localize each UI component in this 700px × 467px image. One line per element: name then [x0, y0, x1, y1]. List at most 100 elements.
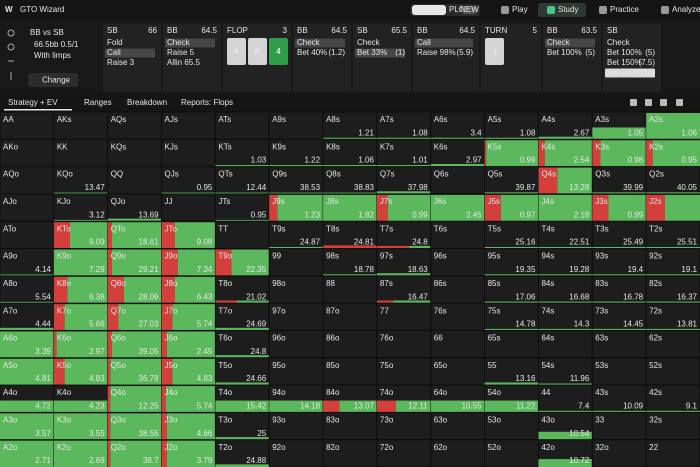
hand-cell[interactable]	[484, 302, 539, 331]
action-option[interactable]: Check	[357, 38, 381, 47]
hand-cell[interactable]	[161, 111, 216, 140]
hand-cell[interactable]	[268, 329, 324, 359]
hand-cell[interactable]	[53, 111, 109, 140]
nav-link[interactable]: Practice	[610, 5, 639, 14]
action-option[interactable]: Bet 200%	[607, 68, 642, 77]
action-option[interactable]: Check	[167, 38, 191, 47]
hand-cell[interactable]	[161, 193, 216, 222]
view-icon[interactable]	[630, 99, 637, 106]
action-option[interactable]: Check	[297, 38, 321, 47]
game-tab[interactable]: PLO	[449, 5, 465, 14]
hand-cell[interactable]	[645, 329, 700, 359]
game-tab[interactable]: Hold'em	[414, 5, 443, 14]
hand-cell[interactable]	[322, 138, 378, 168]
hand-cell[interactable]	[268, 275, 324, 304]
hand-cell[interactable]	[484, 275, 539, 304]
hand-cell[interactable]	[430, 357, 486, 386]
hand-cell[interactable]	[322, 248, 378, 277]
hand-cell[interactable]	[484, 357, 539, 386]
view-icon[interactable]	[645, 99, 652, 106]
settings-icon[interactable]	[7, 43, 15, 51]
action-option[interactable]: Check	[547, 38, 571, 47]
hand-cell[interactable]	[214, 302, 270, 331]
hand-cell[interactable]	[430, 302, 486, 331]
hand-cell[interactable]	[645, 166, 700, 195]
action-option[interactable]: Allin 65.5	[167, 58, 200, 67]
hand-cell[interactable]	[214, 329, 270, 359]
power-icon[interactable]	[7, 29, 15, 37]
hand-cell[interactable]	[53, 138, 109, 168]
action-option[interactable]: Raise 5	[167, 48, 195, 57]
hand-cell[interactable]	[268, 166, 324, 195]
hand-cell[interactable]	[537, 275, 593, 304]
hand-cell[interactable]	[591, 329, 647, 359]
hand-cell[interactable]	[268, 248, 324, 277]
hand-cell[interactable]	[645, 275, 700, 304]
view-icon[interactable]	[660, 99, 667, 106]
hand-cell[interactable]	[53, 166, 109, 195]
hand-cell[interactable]	[268, 439, 324, 467]
hand-cell[interactable]	[591, 166, 647, 195]
hand-cell[interactable]	[645, 248, 700, 277]
hand-cell[interactable]	[645, 357, 700, 386]
nav-link[interactable]: Analyze	[672, 5, 700, 14]
hand-cell[interactable]	[430, 138, 486, 168]
action-option[interactable]: Bet 100%	[607, 48, 642, 57]
hand-cell[interactable]	[376, 248, 432, 277]
tab[interactable]: Ranges	[84, 98, 112, 107]
hand-cell[interactable]	[322, 111, 378, 140]
hand-cell[interactable]	[322, 302, 378, 331]
hand-cell[interactable]	[214, 411, 270, 441]
hand-cell[interactable]	[107, 111, 163, 140]
hand-cell[interactable]	[268, 357, 324, 386]
hand-cell[interactable]	[645, 411, 700, 441]
action-option[interactable]: Call	[417, 38, 431, 47]
hand-cell[interactable]	[537, 384, 593, 413]
hand-cell[interactable]	[214, 439, 270, 467]
hand-cell[interactable]	[0, 193, 55, 222]
hand-cell[interactable]	[322, 439, 378, 467]
hand-cell[interactable]	[322, 166, 378, 195]
tab[interactable]: Breakdown	[127, 98, 167, 107]
action-option[interactable]: Raise 3	[107, 58, 135, 67]
hand-cell[interactable]	[161, 138, 216, 168]
hand-cell[interactable]	[214, 138, 270, 168]
action-option[interactable]: Bet 150%	[607, 58, 642, 67]
nav-link[interactable]: Play	[512, 5, 528, 14]
tab[interactable]: Reports: Flops	[181, 98, 233, 107]
hand-cell[interactable]	[537, 111, 593, 140]
hand-cell[interactable]	[268, 302, 324, 331]
hand-cell[interactable]	[322, 220, 378, 250]
action-option[interactable]: Raise 98%	[417, 48, 456, 57]
nav-link[interactable]: Study	[558, 5, 578, 14]
hand-cell[interactable]	[591, 275, 647, 304]
hand-cell[interactable]	[376, 166, 432, 195]
action-option[interactable]: Bet 40%	[297, 48, 327, 57]
tab[interactable]: Strategy + EV	[8, 98, 58, 107]
hand-cell[interactable]	[645, 439, 700, 467]
hand-cell[interactable]	[591, 302, 647, 331]
view-icon[interactable]	[676, 99, 683, 106]
hand-cell[interactable]	[214, 357, 270, 386]
hand-cell[interactable]	[645, 384, 700, 413]
hand-cell[interactable]	[376, 329, 432, 359]
hand-cell[interactable]	[591, 357, 647, 386]
hand-cell[interactable]	[53, 193, 109, 222]
hand-cell[interactable]	[214, 193, 270, 222]
hand-cell[interactable]	[645, 302, 700, 331]
hand-cell[interactable]	[107, 193, 163, 222]
change-button-bg[interactable]	[28, 73, 78, 87]
hand-cell[interactable]	[537, 357, 593, 386]
hand-cell[interactable]	[484, 111, 539, 140]
logo[interactable]: W	[5, 5, 13, 14]
action-option[interactable]: Call	[107, 48, 121, 57]
action-option[interactable]: Check	[607, 38, 631, 47]
hand-cell[interactable]	[322, 411, 378, 441]
hand-cell[interactable]	[645, 220, 700, 250]
hand-cell[interactable]	[376, 302, 432, 331]
hand-cell[interactable]	[484, 411, 539, 441]
action-option[interactable]: Fold	[107, 38, 123, 47]
hand-cell[interactable]	[214, 275, 270, 304]
hand-cell[interactable]	[376, 357, 432, 386]
action-option[interactable]: Bet 100%	[547, 48, 582, 57]
